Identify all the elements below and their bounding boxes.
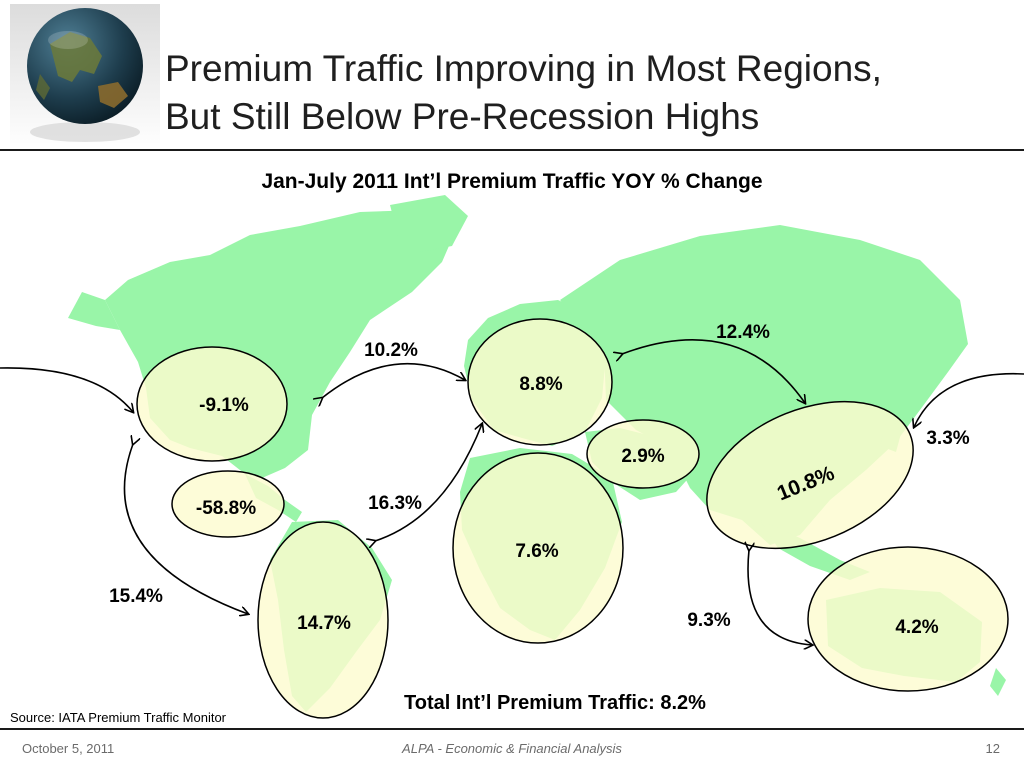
route-label-north-america-south-america: 15.4% (109, 586, 163, 607)
total-premium-traffic: Total Int’l Premium Traffic: 8.2% (404, 692, 706, 714)
region-middle-east (586, 419, 700, 489)
page-title-line-2: But Still Below Pre-Recession Highs (165, 96, 760, 137)
landmass-new-zealand (990, 668, 1006, 696)
landmass-alaska (68, 292, 120, 330)
footer-date: October 5, 2011 (22, 741, 115, 756)
chart-title: Jan-July 2011 Int’l Premium Traffic YOY … (261, 170, 763, 193)
region-label-australia: 4.2% (895, 617, 938, 638)
route-arrow-incoming-east (914, 372, 1024, 427)
world-map-chart: -9.1% -58.8% 14.7% 8.8% 2.9% 7.6% 10.8% … (0, 195, 1024, 719)
region-label-central-america: -58.8% (196, 498, 256, 519)
footer-divider (0, 728, 1024, 730)
route-arrow-north-america-south-america (123, 444, 248, 614)
page-number: 12 (985, 741, 1000, 756)
region-south-america (257, 521, 389, 719)
landmass-greenland (390, 195, 468, 252)
route-label-central-america-europe: 16.3% (368, 493, 422, 514)
region-label-south-america: 14.7% (297, 613, 351, 634)
source-note: Source: IATA Premium Traffic Monitor (10, 710, 227, 725)
region-label-africa: 7.6% (515, 541, 558, 562)
region-label-europe: 8.8% (519, 374, 562, 395)
region-label-middle-east: 2.9% (621, 446, 664, 467)
region-europe (467, 318, 613, 446)
route-arrow-north-america-europe (322, 362, 465, 398)
route-label-europe-asia: 12.4% (716, 322, 770, 343)
route-label-asia-australia: 9.3% (687, 610, 730, 631)
page-title-line-1: Premium Traffic Improving in Most Region… (165, 48, 882, 89)
footer-center-text: ALPA - Economic & Financial Analysis (402, 741, 622, 756)
title-divider (0, 149, 1024, 151)
route-label-transpacific: 3.3% (926, 428, 969, 449)
region-asia-pacific (706, 400, 914, 550)
globe-icon (10, 4, 160, 150)
route-label-north-america-europe: 10.2% (364, 340, 418, 361)
route-arrow-central-america-europe (375, 424, 482, 541)
route-arrow-asia-australia (748, 550, 812, 645)
route-arrow-incoming-west (0, 367, 133, 412)
region-label-north-america: -9.1% (199, 395, 249, 416)
route-arrow-europe-asia (622, 339, 805, 403)
